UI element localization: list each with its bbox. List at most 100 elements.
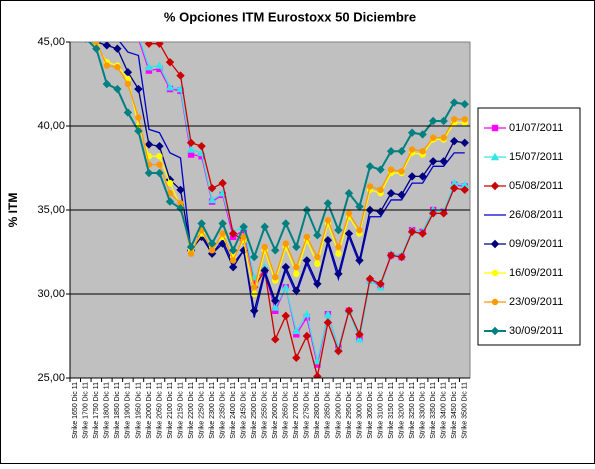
data-point — [323, 236, 333, 245]
data-point — [134, 126, 143, 136]
data-point — [303, 314, 311, 321]
data-point — [251, 277, 258, 284]
data-point — [334, 225, 343, 235]
data-point — [281, 283, 290, 291]
y-axis-label: % ITM — [6, 193, 20, 228]
data-point — [302, 309, 312, 318]
data-point — [386, 147, 396, 156]
data-point — [197, 219, 206, 228]
x-tick-label: Strike 2650 Dic 11 — [283, 382, 290, 439]
y-tick-label: 45,00 — [37, 36, 65, 48]
x-tick-label: Strike 1850 Dic 11 — [114, 382, 121, 439]
x-tick-label: Strike 3100 Dic 11 — [377, 382, 384, 439]
y-tick-label: 25,00 — [37, 372, 65, 384]
x-tick-label: Strike 1900 Dic 11 — [125, 382, 132, 439]
legend-label: 15/07/2011 — [509, 151, 563, 163]
x-tick-label: Strike 2850 Dic 11 — [325, 382, 332, 439]
x-tick-label: Strike 1950 Dic 11 — [135, 382, 142, 439]
data-point — [460, 99, 469, 109]
data-point — [407, 227, 417, 237]
data-point — [323, 199, 333, 208]
x-tick-label: Strike 3250 Dic 11 — [409, 382, 416, 439]
data-point — [386, 189, 396, 198]
y-tick-label: 30,00 — [37, 288, 65, 300]
data-point — [208, 247, 216, 254]
data-point — [376, 165, 385, 174]
data-point — [490, 152, 500, 161]
x-tick-label: Strike 2150 Dic 11 — [177, 382, 184, 439]
x-tick-label: Strike 3500 Dic 11 — [462, 382, 469, 439]
x-tick-label: Strike 3200 Dic 11 — [398, 382, 405, 439]
data-point — [124, 80, 132, 88]
data-point — [302, 256, 312, 265]
data-point — [344, 189, 354, 198]
x-tick-label: Strike 2250 Dic 11 — [198, 382, 205, 439]
data-point — [355, 202, 364, 211]
x-tick-label: Strike 2050 Dic 11 — [156, 382, 163, 439]
data-point — [239, 222, 248, 231]
data-point — [335, 243, 342, 251]
data-point — [344, 229, 354, 238]
data-point — [282, 240, 289, 247]
data-point — [302, 331, 312, 341]
data-point — [293, 263, 300, 271]
data-point — [123, 108, 133, 117]
data-point — [260, 266, 269, 275]
x-tick-label: Strike 3050 Dic 11 — [367, 382, 374, 439]
x-tick-label: Strike 2950 Dic 11 — [346, 382, 353, 439]
data-point — [176, 185, 185, 195]
data-point — [365, 274, 375, 284]
x-tick-label: Strike 1650 Dic 11 — [72, 382, 79, 439]
x-tick-label: Strike 2200 Dic 11 — [188, 382, 195, 439]
data-point — [186, 242, 196, 252]
data-point — [428, 116, 438, 126]
data-point — [450, 183, 459, 193]
data-point — [102, 42, 112, 50]
data-point — [366, 183, 374, 190]
data-point — [428, 209, 438, 218]
data-point — [355, 335, 364, 343]
data-point — [377, 186, 384, 194]
x-tick-label: Strike 2350 Dic 11 — [219, 382, 226, 439]
data-point — [490, 239, 500, 249]
data-point — [272, 307, 279, 314]
x-tick-label: Strike 2500 Dic 11 — [251, 382, 258, 439]
data-point — [439, 157, 448, 166]
data-point — [271, 246, 280, 255]
data-point — [186, 145, 196, 153]
data-point — [386, 251, 396, 260]
data-point — [334, 346, 343, 356]
data-point — [260, 222, 269, 231]
x-tick-label: Strike 2750 Dic 11 — [304, 382, 311, 439]
data-point — [418, 172, 427, 181]
data-point — [113, 44, 122, 53]
data-point — [407, 128, 417, 137]
data-point — [155, 168, 164, 178]
x-tick-label: Strike 3000 Dic 11 — [356, 382, 363, 439]
legend-label: 30/09/2011 — [509, 325, 563, 337]
x-tick-label: Strike 2000 Dic 11 — [146, 382, 153, 439]
data-point — [165, 57, 175, 67]
data-point — [187, 151, 195, 158]
data-point — [303, 233, 311, 241]
x-tick-label: Strike 1750 Dic 11 — [93, 382, 100, 439]
data-point — [429, 134, 437, 141]
data-point — [314, 260, 321, 267]
data-point — [490, 181, 500, 191]
data-point — [218, 219, 227, 228]
data-point — [166, 179, 174, 187]
x-tick-label: Strike 3450 Dic 11 — [451, 382, 458, 439]
x-tick-label: Strike 2550 Dic 11 — [262, 382, 269, 439]
data-point — [450, 136, 459, 146]
data-point — [135, 114, 142, 121]
data-point — [155, 42, 164, 48]
x-tick-label: Strike 2600 Dic 11 — [272, 382, 279, 439]
data-point — [387, 166, 395, 173]
x-tick-label: Strike 2450 Dic 11 — [241, 382, 248, 439]
data-point — [207, 239, 217, 248]
plot-series — [84, 42, 469, 378]
data-point — [460, 185, 469, 195]
data-point — [281, 219, 290, 228]
y-tick-label: 40,00 — [37, 120, 65, 132]
